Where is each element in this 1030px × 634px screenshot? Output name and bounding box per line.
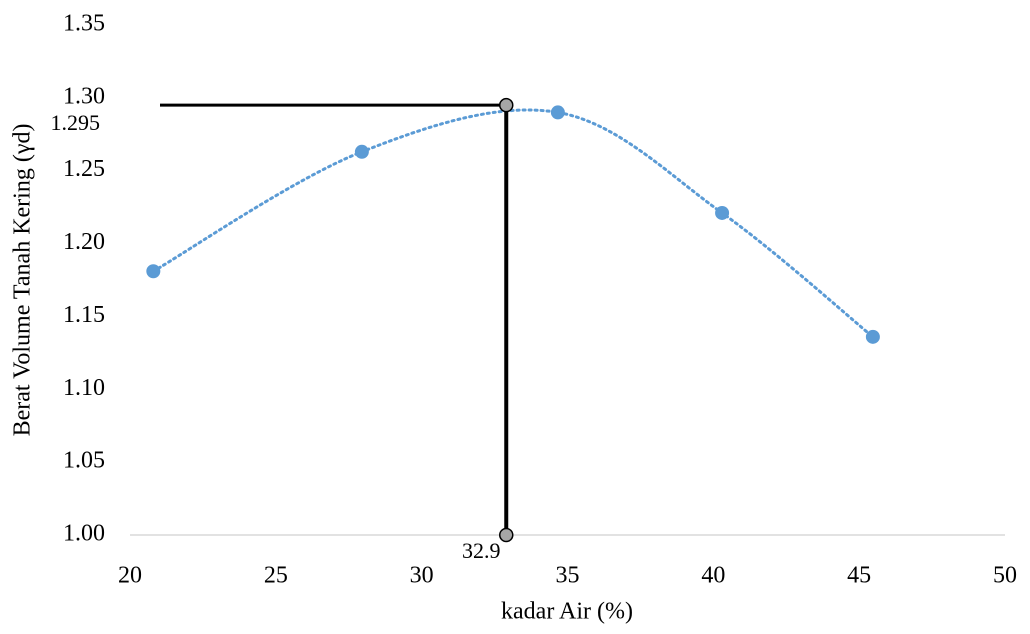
y-tick-label: 1.00 <box>63 521 105 547</box>
data-point <box>550 105 565 120</box>
annotation-point <box>499 97 514 113</box>
x-tick-label: 50 <box>993 563 1017 589</box>
data-point <box>146 264 161 279</box>
data-point <box>354 144 369 159</box>
annotation-y-label: 1.295 <box>51 110 101 135</box>
data-point <box>865 329 880 344</box>
y-tick-label: 1.30 <box>63 83 105 109</box>
annotation-foot <box>499 527 514 543</box>
y-tick-label: 1.20 <box>63 229 105 255</box>
x-tick-label: 45 <box>847 563 871 589</box>
annotation-x-label: 32.9 <box>462 538 501 563</box>
y-tick-label: 1.35 <box>63 11 105 37</box>
y-tick-label: 1.15 <box>63 302 105 328</box>
data-point <box>715 205 730 220</box>
y-axis-title: Berat Volume Tanah Kering (γd) <box>10 124 36 437</box>
y-tick-label: 1.25 <box>63 156 105 182</box>
y-tick-label: 1.05 <box>63 448 105 474</box>
x-axis-title: kadar Air (%) <box>501 599 633 625</box>
trend-line <box>151 108 875 339</box>
x-tick-label: 30 <box>410 563 434 589</box>
x-tick-label: 35 <box>556 563 580 589</box>
y-tick-label: 1.10 <box>63 375 105 401</box>
x-tick-label: 20 <box>118 563 142 589</box>
x-tick-label: 40 <box>701 563 725 589</box>
x-tick-label: 25 <box>264 563 288 589</box>
